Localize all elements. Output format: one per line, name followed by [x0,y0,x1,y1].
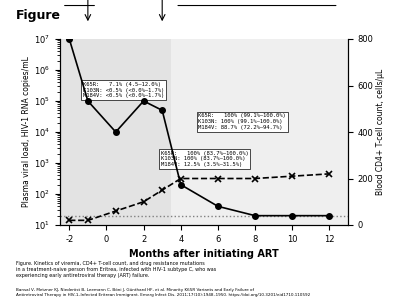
Y-axis label: Blood CD4+ T-cell count, cells/μL: Blood CD4+ T-cell count, cells/μL [376,69,385,195]
Text: Bansal V, Metzner KJ, Niederöst B, Leemann C, Böni J, Günthard HF, et al. Minori: Bansal V, Metzner KJ, Niederöst B, Leema… [16,288,310,297]
Bar [60,39,172,225]
Text: Figure: Figure [16,9,61,22]
Y-axis label: Plasma viral load, HIV-1 RNA copies/mL: Plasma viral load, HIV-1 RNA copies/mL [22,57,31,207]
Bar [172,39,348,225]
Text: K65R:   100% (83.7%–100.0%)
K103N: 100% (83.7%–100.0%)
M184V: 12.5% (3.5%–31.5%): K65R: 100% (83.7%–100.0%) K103N: 100% (8… [161,151,248,167]
Text: K65R:   100% (99.1%–100.0%)
K103N: 100% (99.1%–100.0%)
M184V: 88.7% (72.2%–94.7%: K65R: 100% (99.1%–100.0%) K103N: 100% (9… [198,113,286,130]
Text: Figure. Kinetics of viremia, CD4+ T-cell count, and drug resistance mutations
in: Figure. Kinetics of viremia, CD4+ T-cell… [16,261,216,278]
Text: K65R:   7.1% (4.5–12.0%)
K103N: <0.5% (<0.0%–1.7%)
M184V: <0.5% (<0.0%–1.7%): K65R: 7.1% (4.5–12.0%) K103N: <0.5% (<0.… [83,82,164,98]
X-axis label: Months after initiating ART: Months after initiating ART [129,249,279,259]
